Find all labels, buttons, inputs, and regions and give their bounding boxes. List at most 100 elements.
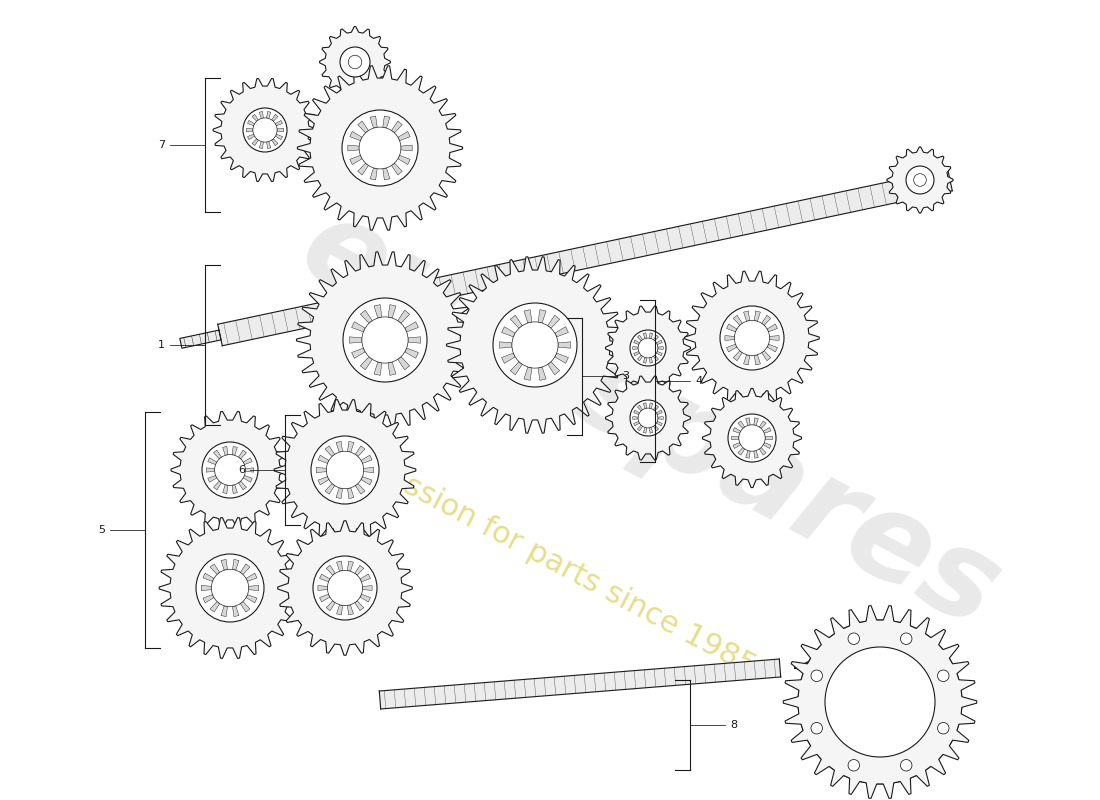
Polygon shape (744, 354, 749, 365)
Polygon shape (405, 348, 418, 358)
Circle shape (937, 670, 949, 682)
Circle shape (211, 570, 249, 606)
Polygon shape (703, 389, 802, 487)
Polygon shape (337, 488, 342, 498)
Polygon shape (558, 342, 571, 348)
Polygon shape (275, 134, 283, 139)
Polygon shape (266, 142, 271, 149)
Polygon shape (653, 425, 659, 430)
Polygon shape (201, 586, 211, 590)
Polygon shape (653, 335, 659, 341)
Polygon shape (240, 564, 250, 574)
Polygon shape (248, 134, 254, 139)
Text: 1: 1 (158, 340, 165, 350)
Polygon shape (644, 403, 647, 409)
Circle shape (848, 633, 859, 645)
Polygon shape (297, 252, 473, 428)
Polygon shape (637, 425, 642, 430)
Polygon shape (348, 561, 353, 571)
Polygon shape (243, 458, 252, 465)
Polygon shape (538, 367, 546, 380)
Polygon shape (274, 400, 416, 540)
Polygon shape (327, 566, 336, 575)
Polygon shape (734, 350, 742, 361)
Circle shape (311, 436, 379, 504)
Polygon shape (767, 324, 778, 332)
Polygon shape (632, 346, 638, 350)
Polygon shape (554, 353, 569, 363)
Polygon shape (383, 116, 390, 128)
Polygon shape (746, 450, 750, 458)
Circle shape (901, 633, 912, 645)
Polygon shape (634, 340, 639, 345)
Text: 8: 8 (730, 720, 737, 730)
Polygon shape (408, 337, 420, 343)
Polygon shape (179, 330, 221, 348)
Polygon shape (754, 450, 758, 458)
Polygon shape (350, 155, 362, 165)
Polygon shape (246, 573, 257, 582)
Polygon shape (213, 481, 221, 490)
Polygon shape (887, 147, 953, 213)
Polygon shape (170, 411, 289, 529)
Polygon shape (634, 410, 639, 414)
Polygon shape (207, 468, 215, 472)
Polygon shape (297, 66, 463, 230)
Circle shape (630, 400, 666, 436)
Polygon shape (222, 446, 228, 455)
Polygon shape (243, 475, 252, 482)
Polygon shape (260, 142, 263, 149)
Polygon shape (767, 344, 778, 352)
Polygon shape (405, 322, 418, 332)
Polygon shape (738, 447, 745, 455)
Polygon shape (348, 605, 353, 615)
Circle shape (342, 110, 418, 186)
Polygon shape (657, 351, 662, 356)
Polygon shape (447, 257, 624, 434)
Polygon shape (684, 271, 820, 405)
Polygon shape (388, 362, 396, 375)
Polygon shape (320, 26, 390, 98)
Polygon shape (538, 310, 546, 323)
Polygon shape (232, 559, 239, 570)
Polygon shape (354, 601, 364, 610)
Polygon shape (213, 450, 221, 459)
Polygon shape (327, 601, 336, 610)
Polygon shape (644, 427, 647, 433)
Polygon shape (370, 168, 377, 180)
Polygon shape (374, 362, 382, 375)
Text: 5: 5 (98, 525, 104, 535)
Polygon shape (383, 168, 390, 180)
Polygon shape (783, 606, 977, 798)
Polygon shape (726, 344, 737, 352)
Polygon shape (352, 322, 365, 332)
Polygon shape (649, 358, 652, 363)
Polygon shape (232, 485, 238, 494)
Circle shape (202, 442, 258, 498)
Polygon shape (658, 417, 663, 419)
Polygon shape (374, 305, 382, 318)
Polygon shape (202, 594, 213, 603)
Polygon shape (277, 521, 412, 655)
Circle shape (340, 47, 370, 77)
Polygon shape (649, 403, 652, 409)
Polygon shape (637, 355, 642, 361)
Polygon shape (248, 121, 254, 126)
Circle shape (243, 108, 287, 152)
Circle shape (848, 759, 859, 771)
Polygon shape (392, 163, 403, 175)
Polygon shape (316, 467, 327, 473)
Polygon shape (634, 422, 639, 426)
Circle shape (314, 556, 377, 620)
Circle shape (811, 722, 823, 734)
Polygon shape (272, 114, 278, 122)
Polygon shape (725, 335, 735, 341)
Polygon shape (766, 436, 772, 440)
Polygon shape (605, 376, 691, 460)
Polygon shape (240, 602, 250, 612)
Polygon shape (318, 586, 328, 590)
Polygon shape (510, 315, 522, 328)
Polygon shape (733, 427, 740, 434)
Polygon shape (352, 348, 365, 358)
Polygon shape (502, 353, 515, 363)
